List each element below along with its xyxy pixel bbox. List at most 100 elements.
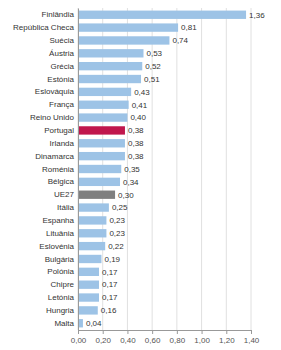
y-tick-label: Suécia (50, 36, 75, 45)
y-tick-label: Portugal (44, 126, 74, 135)
data-label: 0,38 (128, 152, 144, 161)
y-tick: Itália (57, 203, 74, 212)
x-tick-label: 1,20 (219, 336, 235, 345)
x-tick-mark (177, 330, 178, 334)
x-tick: 0,40 (120, 330, 136, 345)
bar (78, 23, 178, 31)
bar (78, 36, 169, 44)
x-tick-mark (152, 330, 153, 334)
grid-line (78, 8, 79, 330)
data-label: 0,17 (102, 268, 118, 277)
bar (78, 113, 127, 121)
x-tick-label: 0,20 (95, 336, 111, 345)
plot: 0,00 0,20 0,40 0,60 0,80 1,00 1,20 1,40 Malta Hun… (13, 8, 265, 345)
bar (78, 11, 246, 19)
y-tick: Roménia (42, 165, 75, 174)
chart: 0,00 0,20 0,40 0,60 0,80 1,00 1,20 1,40 Malta Hun… (0, 0, 281, 350)
y-tick: Reino Unido (30, 113, 75, 122)
data-label: 0,43 (134, 88, 150, 97)
x-tick-label: 0,60 (145, 336, 161, 345)
bar (78, 191, 115, 199)
data-label: 0,23 (109, 216, 125, 225)
data-label: 0,35 (124, 165, 140, 174)
bar (78, 152, 125, 160)
x-tick-mark (127, 330, 128, 334)
x-tick-mark (226, 330, 227, 334)
y-tick-label: Bélgica (48, 177, 75, 186)
y-tick-label: Itália (57, 203, 74, 212)
bar (78, 306, 98, 314)
data-label: 0,23 (109, 229, 125, 238)
data-label: 0,81 (181, 23, 197, 32)
data-label: 0,19 (104, 255, 120, 264)
bar (78, 101, 129, 109)
x-tick-mark (251, 330, 252, 334)
x-tick-mark (78, 330, 79, 334)
bar (78, 281, 99, 289)
y-tick-label: Polónia (47, 267, 74, 276)
y-tick: Grécia (50, 62, 74, 71)
data-label: 0,04 (86, 319, 102, 328)
bar (78, 242, 105, 250)
x-tick-label: 1,00 (194, 336, 210, 345)
data-label: 0,16 (101, 306, 117, 315)
data-label: 0,30 (118, 191, 134, 200)
y-tick-label: Letónia (48, 293, 75, 302)
bar (78, 229, 106, 237)
grid (78, 8, 251, 330)
y-tick: República Checa (13, 23, 74, 32)
y-tick: Dinamarca (35, 152, 74, 161)
y-tick-label: Hungria (46, 306, 75, 315)
x-tick-label: 0,40 (120, 336, 136, 345)
bar (78, 268, 99, 276)
grid-line (176, 8, 177, 330)
y-tick-label: Eslovénia (39, 242, 74, 251)
data-label: 1,36 (249, 11, 265, 20)
bar (78, 178, 120, 186)
data-label: 0,40 (130, 113, 146, 122)
y-tick-label: França (49, 100, 74, 109)
y-tick: UE27 (54, 190, 75, 199)
data-label: 0,74 (172, 36, 188, 45)
x-tick: 0,80 (170, 330, 186, 345)
data-label: 0,41 (132, 101, 148, 110)
y-tick-label: Grécia (50, 62, 74, 71)
bar (78, 255, 101, 263)
y-tick-label: Reino Unido (30, 113, 75, 122)
bar (78, 75, 141, 83)
y-tick-label: Áustria (49, 49, 74, 58)
x-tick: 1,20 (219, 330, 235, 345)
y-tick-label: Bulgária (45, 255, 75, 264)
x-tick-mark (103, 330, 104, 334)
x-axis-line (79, 331, 252, 335)
bar (78, 203, 109, 211)
y-tick: Malta (54, 319, 74, 328)
data-label: 0,38 (128, 126, 144, 135)
y-tick-label: Chipre (50, 280, 74, 289)
y-tick-label: Espanha (42, 216, 74, 225)
bar (78, 139, 125, 147)
grid-line (226, 8, 227, 330)
y-tick: Suécia (50, 36, 75, 45)
y-tick-label: Irlanda (50, 139, 75, 148)
grid-line (201, 8, 202, 330)
data-label: 0,53 (146, 49, 162, 58)
data-label: 0,17 (102, 280, 118, 289)
y-tick-label: UE27 (54, 190, 75, 199)
x-tick-label: 1,40 (244, 336, 260, 345)
y-tick: Áustria (49, 49, 74, 58)
grid-line (251, 8, 252, 330)
y-tick: Bélgica (48, 177, 75, 186)
data-label: 0,25 (112, 203, 128, 212)
y-axis-line (78, 9, 79, 331)
y-tick-label: Roménia (42, 165, 75, 174)
x-tick: 0,60 (145, 330, 161, 345)
x-tick: 1,40 (244, 330, 260, 345)
bar (78, 88, 131, 96)
x-tick-label: 0,00 (71, 336, 87, 345)
y-axis: Malta Hungria Letónia Chipre Polónia Bulgária… (13, 9, 78, 331)
x-axis: 0,00 0,20 0,40 0,60 0,80 1,00 1,20 1,40 (71, 330, 260, 345)
data-label: 0,34 (123, 178, 139, 187)
y-tick-label: Finlândia (42, 10, 75, 19)
data-label: 0,38 (128, 139, 144, 148)
